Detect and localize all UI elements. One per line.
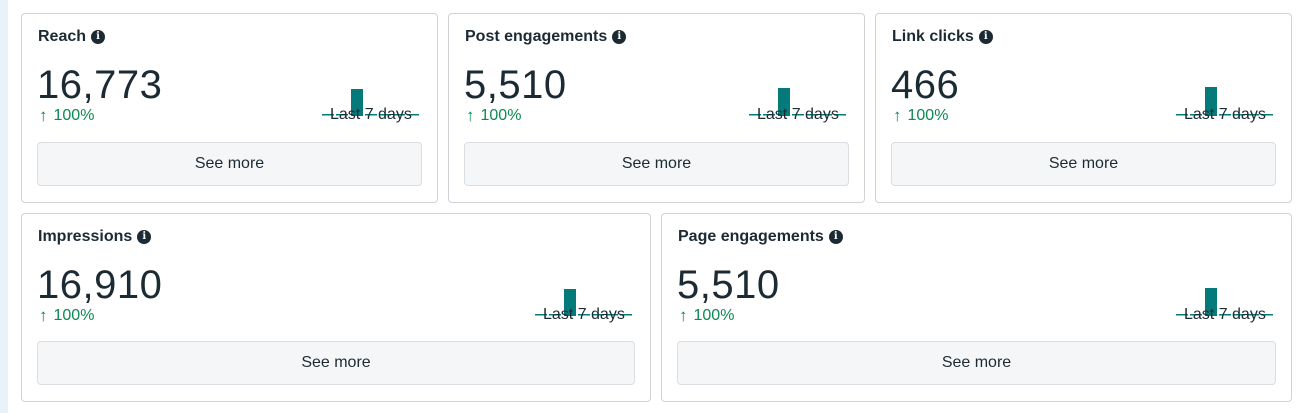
card-title: Page engagements i	[678, 228, 843, 246]
metric-value: 466	[891, 63, 960, 107]
info-icon[interactable]: i	[828, 230, 843, 244]
period-label: Last 7 days	[1184, 106, 1266, 123]
metric-card-link-clicks: Link clicks i 466 ↑ 100% Last 7 days See…	[875, 13, 1292, 203]
metric-card-reach: Reach i 16,773 ↑ 100% Last 7 days See mo…	[21, 13, 438, 203]
change-indicator: ↑ 100%	[466, 106, 521, 126]
metric-value: 5,510	[464, 63, 567, 107]
change-indicator: ↑ 100%	[39, 106, 94, 126]
card-title: Reach i	[38, 28, 106, 46]
sparkline-chart	[1176, 271, 1276, 317]
metric-value: 5,510	[677, 263, 780, 307]
period-label: Last 7 days	[543, 306, 625, 323]
sparkline-chart	[1176, 71, 1276, 117]
change-percent: 100%	[480, 107, 522, 124]
card-title-text: Impressions	[38, 228, 133, 245]
period-label: Last 7 days	[1184, 306, 1266, 323]
sparkline-chart	[322, 71, 422, 117]
sparkline-chart	[749, 71, 849, 117]
see-more-button[interactable]: See more	[677, 341, 1276, 385]
card-title: Post engagements i	[465, 28, 627, 46]
change-percent: 100%	[907, 107, 949, 124]
change-percent: 100%	[53, 107, 95, 124]
card-title: Link clicks i	[892, 28, 993, 46]
card-title-text: Reach	[38, 28, 87, 45]
see-more-button[interactable]: See more	[37, 341, 635, 385]
change-indicator: ↑ 100%	[893, 106, 948, 126]
change-percent: 100%	[693, 307, 735, 324]
change-percent: 100%	[53, 307, 95, 324]
period-label: Last 7 days	[757, 106, 839, 123]
card-title-text: Post engagements	[465, 28, 608, 45]
arrow-up-icon: ↑	[466, 106, 475, 125]
card-title-text: Link clicks	[892, 28, 974, 45]
info-icon[interactable]: i	[612, 30, 627, 44]
arrow-up-icon: ↑	[39, 106, 48, 125]
card-title: Impressions i	[38, 228, 152, 246]
arrow-up-icon: ↑	[39, 306, 48, 325]
metric-card-impressions: Impressions i 16,910 ↑ 100% Last 7 days …	[21, 213, 651, 402]
period-label: Last 7 days	[330, 106, 412, 123]
see-more-button[interactable]: See more	[37, 142, 422, 186]
left-panel-strip	[0, 0, 8, 413]
metric-card-page-engagements: Page engagements i 5,510 ↑ 100% Last 7 d…	[661, 213, 1292, 402]
card-title-text: Page engagements	[678, 228, 824, 245]
see-more-button[interactable]: See more	[464, 142, 849, 186]
info-icon[interactable]: i	[137, 230, 152, 244]
info-icon[interactable]: i	[91, 30, 106, 44]
change-indicator: ↑ 100%	[679, 306, 734, 326]
metric-value: 16,910	[37, 263, 163, 307]
arrow-up-icon: ↑	[679, 306, 688, 325]
info-icon[interactable]: i	[978, 30, 993, 44]
sparkline-chart	[535, 271, 635, 317]
metric-card-post-engagements: Post engagements i 5,510 ↑ 100% Last 7 d…	[448, 13, 865, 203]
metric-value: 16,773	[37, 63, 163, 107]
see-more-button[interactable]: See more	[891, 142, 1276, 186]
change-indicator: ↑ 100%	[39, 306, 94, 326]
arrow-up-icon: ↑	[893, 106, 902, 125]
